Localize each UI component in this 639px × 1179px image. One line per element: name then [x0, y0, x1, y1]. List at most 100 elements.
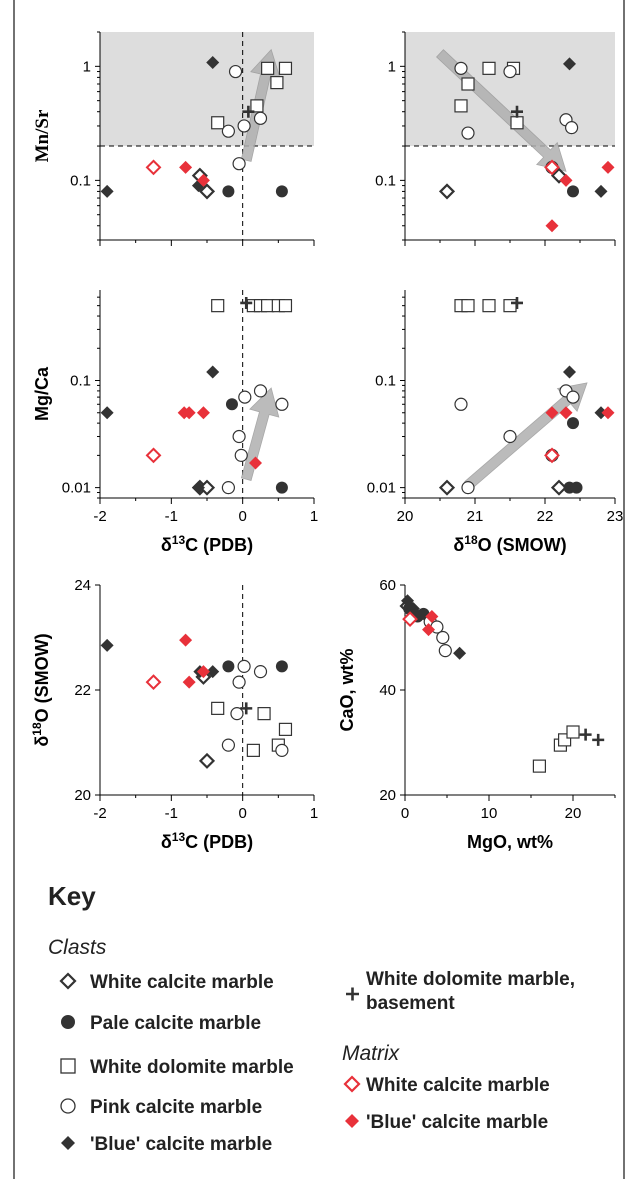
point-white-calcite-clast	[198, 752, 216, 769]
trend-arrow-shape	[464, 382, 588, 490]
point-blue-calcite-matrix	[179, 633, 193, 647]
point-basement-dolomite	[579, 728, 592, 741]
point-white-dolomite-clast	[250, 99, 264, 113]
y-tick-label: 0.01	[62, 480, 91, 497]
x-tick-label: 0	[238, 508, 246, 525]
open-diamond-icon	[59, 972, 77, 990]
point-white-dolomite-clast	[566, 725, 580, 739]
point-white-dolomite-clast	[278, 61, 293, 75]
point-pale-calcite-clast	[222, 185, 235, 198]
y-tick-label: 60	[379, 577, 396, 594]
point-pale-calcite-clast	[567, 185, 579, 198]
chart-cao-mgo: 60 40 20 0 10 20 CaO, wt% MgO, wt%	[337, 577, 616, 852]
x-tick-label: -2	[93, 508, 106, 525]
point-white-calcite-clast	[198, 183, 216, 200]
point-blue-calcite-matrix	[179, 160, 193, 174]
point-blue-calcite-matrix	[601, 406, 615, 420]
point-blue-calcite-matrix	[601, 160, 615, 174]
point-white-dolomite-clast	[503, 299, 517, 313]
point-pink-calcite-clast	[253, 384, 268, 398]
point-pink-calcite-clast	[436, 630, 450, 645]
x-axis-title: δ18O (SMOW)	[453, 533, 566, 555]
key-label: 'Blue' calcite marble	[366, 1112, 548, 1133]
key-label: 'Blue' calcite marble	[90, 1134, 272, 1155]
point-blue-calcite-matrix	[425, 610, 439, 623]
y-tick-label: 0.1	[375, 373, 396, 390]
point-white-dolomite-clast	[246, 743, 260, 757]
point-white-dolomite-clast	[270, 75, 284, 90]
y-tick-label: 20	[379, 787, 396, 804]
point-blue-calcite-clast	[594, 184, 608, 198]
point-pink-calcite-clast	[237, 659, 251, 673]
point-blue-calcite-matrix	[249, 456, 263, 470]
key-label: basement	[366, 993, 455, 1014]
point-pink-calcite-clast	[238, 390, 252, 404]
trend-arrow	[240, 387, 280, 481]
y-tick-label: 0.1	[70, 172, 91, 189]
point-pale-calcite-clast	[570, 481, 583, 494]
point-pink-calcite-clast	[461, 481, 475, 495]
point-white-calcite-clast	[438, 183, 456, 200]
point-white-dolomite-clast	[257, 707, 271, 721]
key-label: White calcite marble	[366, 1075, 550, 1096]
point-white-calcite-clast	[550, 479, 568, 496]
point-pink-calcite-clast	[503, 429, 517, 444]
key-entry-pale-calcite-clast: Pale calcite marble	[61, 1013, 261, 1034]
point-pink-calcite-clast	[234, 448, 248, 462]
point-white-dolomite-clast	[211, 116, 225, 130]
key-title: Key	[48, 881, 96, 911]
point-pale-calcite-clast	[222, 660, 235, 673]
point-pink-calcite-clast	[253, 111, 268, 125]
y-axis-title: Mg/Ca	[32, 366, 52, 421]
point-pink-calcite-clast	[461, 126, 475, 140]
clasts-heading: Clasts	[48, 936, 107, 959]
point-white-calcite-matrix	[145, 674, 162, 691]
point-pink-calcite-clast	[275, 743, 289, 757]
axis-frame	[99, 290, 314, 499]
point-blue-calcite-matrix	[559, 406, 573, 420]
red-filled-diamond-icon	[345, 1114, 359, 1128]
point-white-dolomite-clast	[510, 116, 524, 130]
point-blue-calcite-matrix	[196, 173, 210, 187]
x-tick-label: 10	[481, 805, 498, 822]
point-white-calcite-matrix	[402, 611, 418, 628]
point-blue-calcite-matrix	[182, 675, 196, 689]
point-white-calcite-matrix	[544, 159, 560, 176]
point-white-dolomite-clast	[482, 299, 496, 313]
point-blue-calcite-clast	[563, 365, 576, 379]
filled-circle-icon	[61, 1015, 75, 1029]
x-tick-label: -1	[165, 508, 178, 525]
x-tick-label: 0	[238, 805, 246, 822]
key-label: Pink calcite marble	[90, 1097, 262, 1118]
x-tick-label: -1	[165, 805, 178, 822]
key-entry-blue-calcite-clast: 'Blue' calcite marble	[61, 1134, 272, 1155]
key-entry-white-calcite-clast: White calcite marble	[59, 972, 274, 993]
chart-d18o-d13c: 20 22 24 -2 -1 0 1 δ18O (SMOW) δ13C (PDB)	[30, 577, 318, 852]
x-tick-label: 1	[310, 805, 318, 822]
x-axis-title: δ13C (PDB)	[161, 830, 253, 852]
point-pink-calcite-clast	[275, 397, 289, 411]
x-tick-label: 20	[397, 508, 414, 525]
filled-diamond-icon	[61, 1136, 75, 1150]
y-tick-label: 24	[74, 577, 91, 594]
point-pink-calcite-clast	[230, 707, 244, 721]
y-tick-label: 20	[74, 787, 91, 804]
point-blue-calcite-clast	[206, 365, 220, 379]
point-pale-calcite-clast	[275, 185, 288, 198]
point-blue-calcite-matrix	[559, 173, 573, 187]
trend-arrow	[464, 382, 588, 490]
plus-icon	[346, 987, 359, 1001]
point-white-calcite-matrix	[145, 447, 162, 464]
point-white-dolomite-clast	[454, 99, 468, 113]
point-white-calcite-clast	[438, 479, 456, 496]
point-basement-dolomite	[240, 702, 253, 715]
point-blue-calcite-matrix	[545, 219, 559, 233]
key-entry-white-calcite-matrix: White calcite marble	[343, 1075, 550, 1096]
shaded-region	[405, 32, 615, 147]
y-axis-title: CaO, wt%	[337, 648, 357, 731]
point-basement-dolomite	[511, 296, 523, 309]
y-tick-label: 0.1	[375, 172, 396, 189]
open-circle-icon	[60, 1098, 76, 1114]
key-label: White dolomite marble	[90, 1057, 294, 1078]
